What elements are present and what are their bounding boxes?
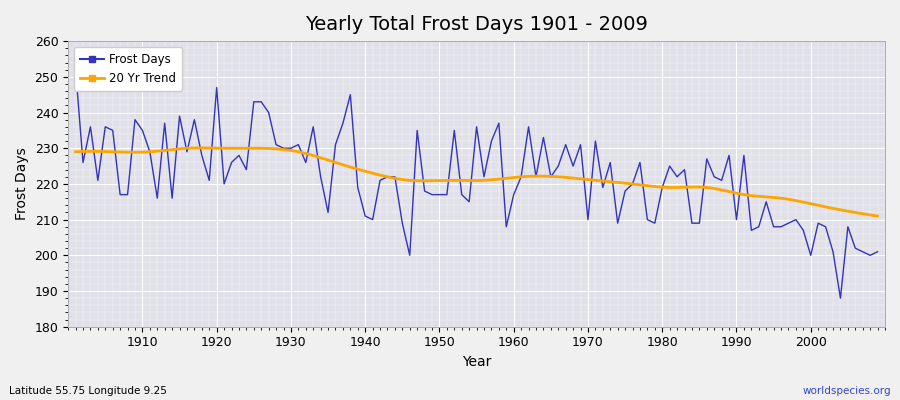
X-axis label: Year: Year bbox=[462, 355, 491, 369]
Text: Latitude 55.75 Longitude 9.25: Latitude 55.75 Longitude 9.25 bbox=[9, 386, 166, 396]
Text: worldspecies.org: worldspecies.org bbox=[803, 386, 891, 396]
Legend: Frost Days, 20 Yr Trend: Frost Days, 20 Yr Trend bbox=[74, 47, 183, 91]
Title: Yearly Total Frost Days 1901 - 2009: Yearly Total Frost Days 1901 - 2009 bbox=[305, 15, 648, 34]
Y-axis label: Frost Days: Frost Days bbox=[15, 148, 29, 220]
